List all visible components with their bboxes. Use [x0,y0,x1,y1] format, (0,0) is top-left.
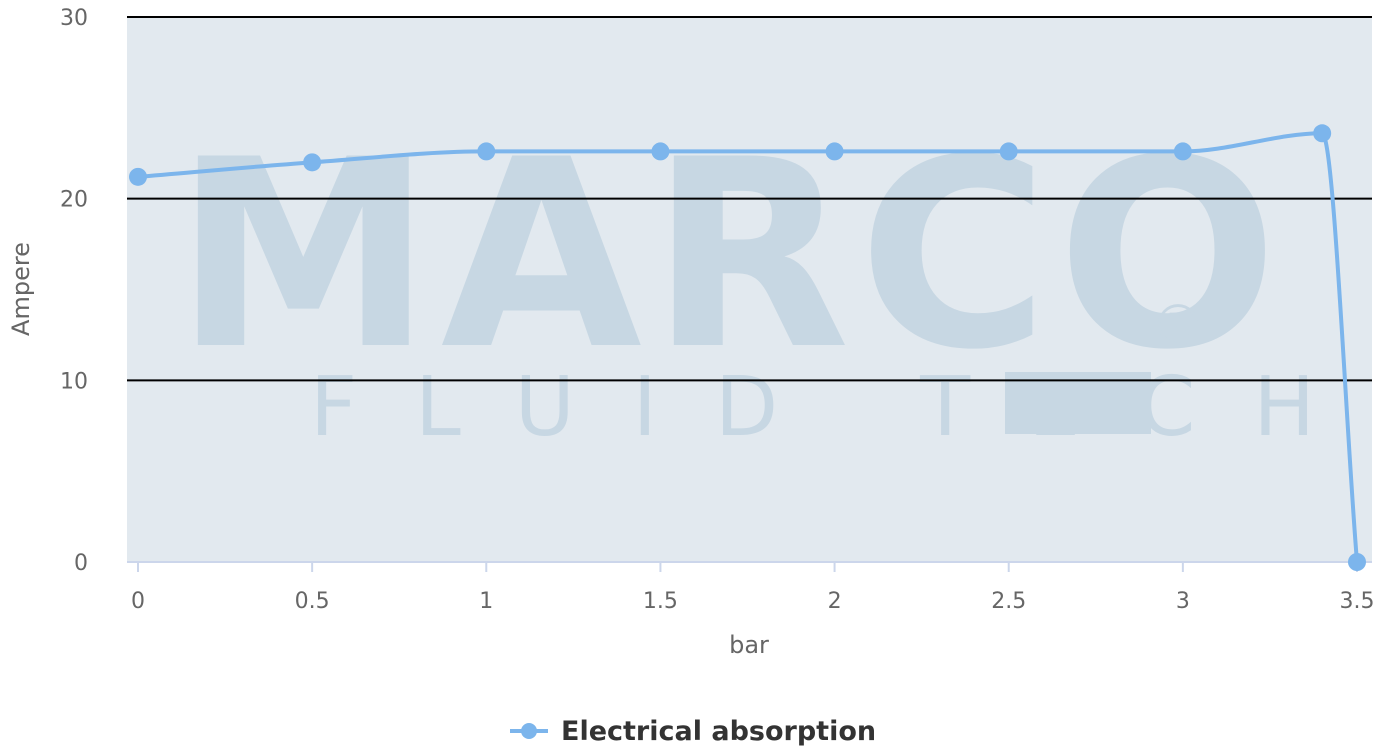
series-layer [129,124,1366,571]
y-tick-label-2: 20 [60,188,88,213]
watermark-registered-mark: ® [1150,294,1206,359]
data-point-8[interactable] [1348,553,1366,571]
watermark-text-sub: FLUID TECH [310,360,1373,455]
y-tick-label-0: 0 [74,551,88,576]
data-point-0[interactable] [129,167,147,186]
x-tick-label-6: 3 [1176,589,1190,614]
x-tick-label-1: 0.5 [295,589,330,614]
x-axis: 0 0.5 1 1.5 2 2.5 3 3.5 [127,561,1375,614]
watermark-text-main: MARCO [174,105,1286,407]
brand-watermark: MARCO ® FLUID TECH [174,105,1373,455]
plot-background [127,17,1372,562]
x-tick-label-0: 0 [131,589,145,614]
y-axis-title: Ampere [7,242,35,336]
gridlines [127,16,1372,382]
legend[interactable]: Electrical absorption [510,716,876,747]
x-tick-label-4: 2 [828,589,842,614]
y-tick-label-1: 10 [60,369,88,394]
x-axis-title: bar [729,631,769,659]
x-tick-label-3: 1.5 [643,589,678,614]
x-tick-label-7: 3.5 [1340,589,1375,614]
y-axis: 0 10 20 30 [60,6,88,576]
legend-label-electrical-absorption[interactable]: Electrical absorption [561,716,876,747]
data-point-7[interactable] [1313,124,1332,143]
y-tick-label-3: 30 [60,6,88,31]
data-point-3[interactable] [651,142,670,161]
data-point-1[interactable] [303,153,322,172]
data-point-6[interactable] [1173,142,1192,161]
x-tick-label-2: 1 [479,589,493,614]
x-tick-label-5: 2.5 [991,589,1026,614]
data-point-5[interactable] [999,142,1018,161]
legend-marker-icon [521,723,537,739]
watermark-block [1005,372,1151,434]
data-point-2[interactable] [477,142,496,161]
data-point-4[interactable] [825,142,844,161]
